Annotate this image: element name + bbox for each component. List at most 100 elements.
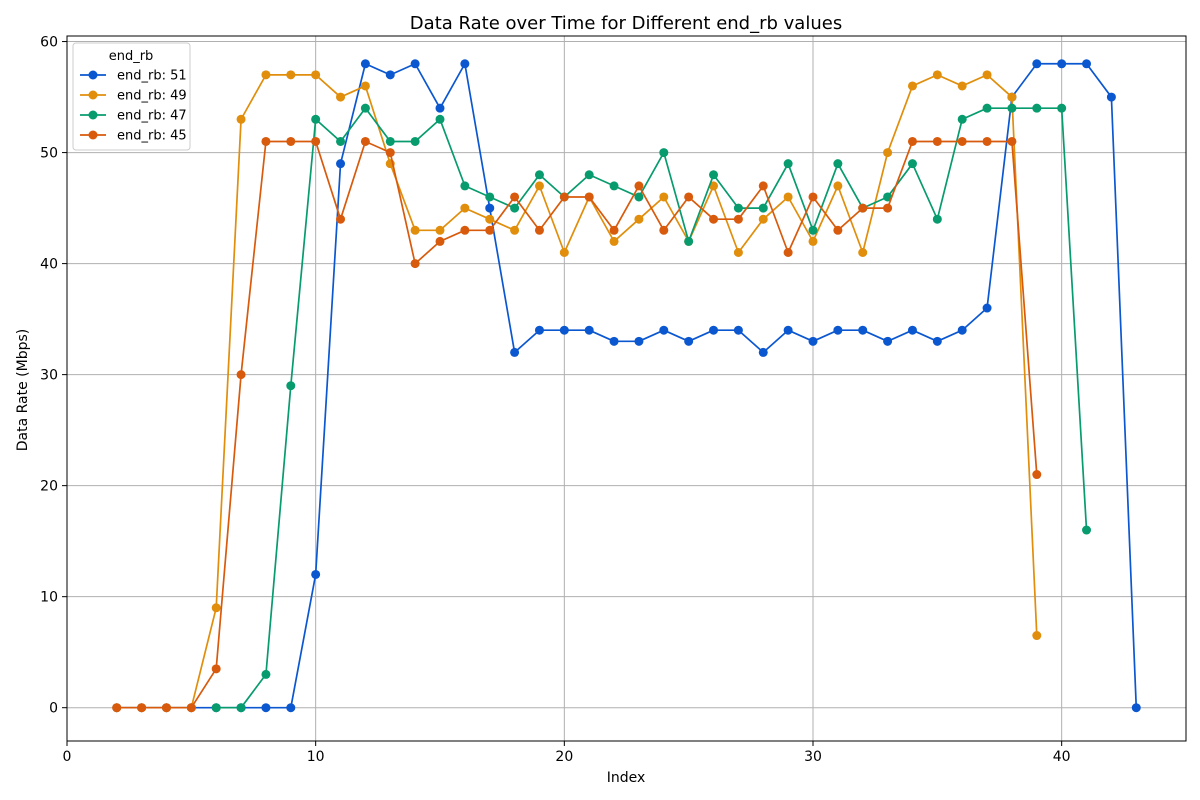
data-point bbox=[783, 159, 793, 169]
plot-frame bbox=[66, 35, 1187, 742]
data-point bbox=[684, 192, 694, 202]
y-tick-label: 20 bbox=[40, 479, 58, 495]
data-point bbox=[883, 148, 893, 158]
data-point bbox=[758, 181, 768, 191]
series-line bbox=[216, 107, 1088, 709]
data-point bbox=[559, 325, 569, 335]
legend-swatch-marker bbox=[88, 130, 98, 140]
data-point bbox=[883, 192, 893, 202]
data-point bbox=[435, 103, 445, 113]
data-point bbox=[957, 325, 967, 335]
data-point bbox=[286, 703, 296, 713]
data-point bbox=[634, 192, 644, 202]
data-point bbox=[783, 192, 793, 202]
data-point bbox=[733, 203, 743, 213]
data-point bbox=[510, 203, 520, 213]
data-point bbox=[286, 70, 296, 80]
data-point bbox=[858, 203, 868, 213]
data-point bbox=[360, 103, 370, 113]
data-point bbox=[783, 325, 793, 335]
data-point bbox=[137, 703, 147, 713]
data-point bbox=[460, 203, 470, 213]
data-point bbox=[982, 303, 992, 313]
data-point bbox=[236, 370, 246, 380]
data-point bbox=[957, 81, 967, 91]
data-point bbox=[833, 159, 843, 169]
legend-swatch-marker bbox=[88, 70, 98, 80]
data-point bbox=[460, 225, 470, 235]
data-point bbox=[311, 569, 321, 579]
data-point bbox=[1106, 92, 1116, 102]
x-tick-label: 0 bbox=[63, 749, 72, 765]
data-point bbox=[709, 325, 719, 335]
data-point bbox=[559, 192, 569, 202]
legend-label: end_rb: 45 bbox=[117, 129, 187, 144]
data-point bbox=[410, 136, 420, 146]
series-4 bbox=[112, 136, 1042, 713]
data-point bbox=[510, 347, 520, 357]
data-point bbox=[112, 703, 122, 713]
data-point bbox=[534, 170, 544, 180]
data-point bbox=[584, 325, 594, 335]
y-axis-label: Data Rate (Mbps) bbox=[15, 329, 31, 452]
data-point bbox=[410, 59, 420, 69]
data-point bbox=[758, 214, 768, 224]
legend: end_rb end_rb: 51 end_rb: 49 end_rb: 47 end… bbox=[72, 42, 191, 151]
data-point bbox=[659, 325, 669, 335]
data-point bbox=[659, 148, 669, 158]
axis-ticks: 0 10 20 30 40 0 10 20 30 40 50 60 bbox=[40, 35, 1070, 765]
data-point bbox=[659, 192, 669, 202]
data-point bbox=[907, 81, 917, 91]
data-point bbox=[385, 148, 395, 158]
data-point bbox=[1057, 103, 1067, 113]
data-point bbox=[311, 114, 321, 124]
grid bbox=[66, 36, 1186, 741]
data-point bbox=[311, 136, 321, 146]
data-point bbox=[336, 92, 346, 102]
data-point bbox=[385, 70, 395, 80]
data-point bbox=[758, 347, 768, 357]
data-point bbox=[982, 136, 992, 146]
data-point bbox=[709, 170, 719, 180]
data-point bbox=[485, 214, 495, 224]
y-tick-label: 40 bbox=[40, 257, 58, 273]
data-point bbox=[410, 259, 420, 269]
data-point bbox=[833, 181, 843, 191]
data-point bbox=[311, 70, 321, 80]
data-point bbox=[907, 159, 917, 169]
legend-swatch-marker bbox=[88, 110, 98, 120]
data-point bbox=[211, 703, 221, 713]
data-point bbox=[236, 703, 246, 713]
data-point bbox=[385, 136, 395, 146]
data-point bbox=[684, 336, 694, 346]
data-point bbox=[261, 136, 271, 146]
data-point bbox=[858, 325, 868, 335]
data-point bbox=[733, 247, 743, 257]
legend-label: end_rb: 47 bbox=[117, 109, 187, 124]
data-point bbox=[534, 225, 544, 235]
x-tick-label: 10 bbox=[307, 749, 325, 765]
data-point bbox=[485, 203, 495, 213]
data-point bbox=[1032, 103, 1042, 113]
data-point bbox=[435, 236, 445, 246]
data-point bbox=[758, 203, 768, 213]
x-tick-label: 30 bbox=[804, 749, 822, 765]
data-point bbox=[733, 214, 743, 224]
x-axis-label: Index bbox=[607, 770, 646, 786]
data-point bbox=[684, 236, 694, 246]
y-tick-label: 10 bbox=[40, 590, 58, 606]
data-point bbox=[534, 325, 544, 335]
y-tick-label: 50 bbox=[40, 146, 58, 162]
data-point bbox=[609, 225, 619, 235]
data-point bbox=[659, 225, 669, 235]
data-point bbox=[733, 325, 743, 335]
data-point bbox=[534, 181, 544, 191]
legend-swatch-marker bbox=[88, 90, 98, 100]
data-point bbox=[709, 181, 719, 191]
data-point bbox=[634, 336, 644, 346]
data-point bbox=[609, 336, 619, 346]
data-point bbox=[833, 325, 843, 335]
data-point bbox=[808, 225, 818, 235]
